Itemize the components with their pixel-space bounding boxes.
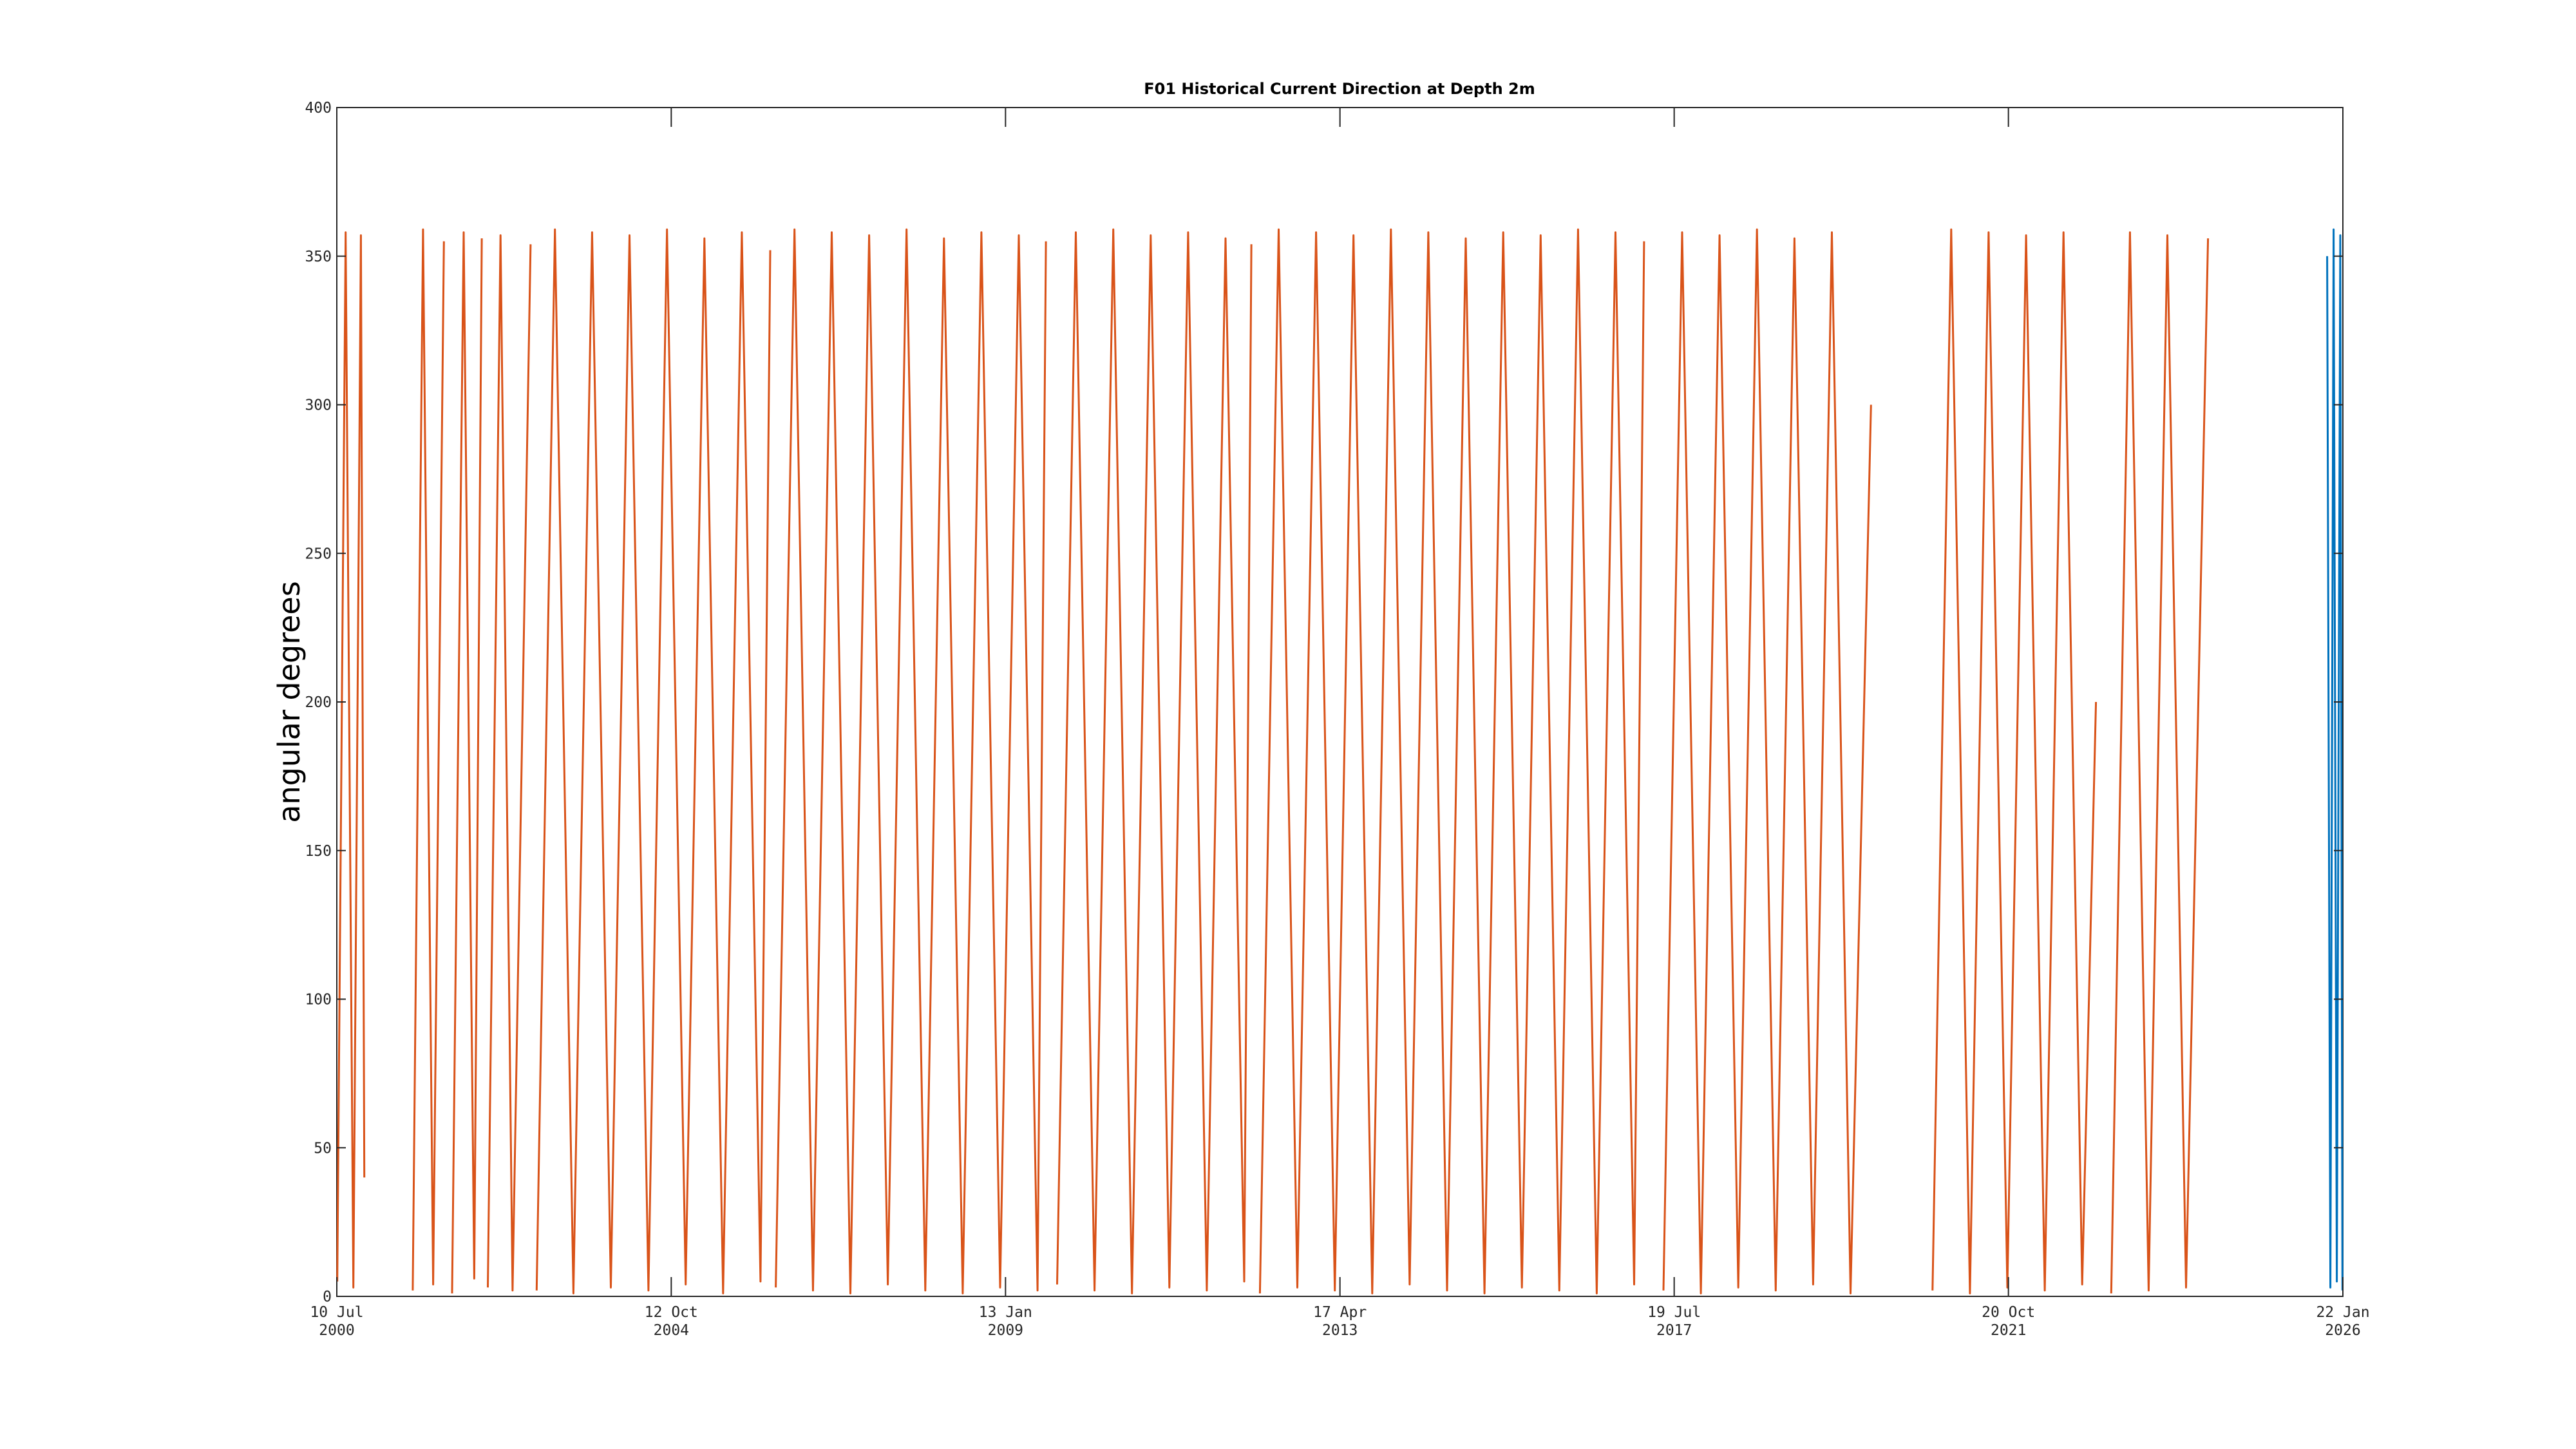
y-tick-label: 200 xyxy=(305,694,332,711)
plot-frame xyxy=(336,107,2344,1297)
x-tick-label: 10 Jul 2000 xyxy=(310,1304,363,1339)
y-axis-label: angular degrees xyxy=(272,581,307,822)
x-tick-label-line: 2009 xyxy=(988,1322,1023,1339)
x-tick-label: 19 Jul 2017 xyxy=(1647,1304,1701,1339)
data-line xyxy=(2326,228,2344,1291)
y-tick-label: 100 xyxy=(305,992,332,1009)
x-tick-label-line: 2013 xyxy=(1322,1322,1358,1339)
x-tick-label-line: 12 Oct xyxy=(645,1304,698,1321)
y-tick-label: 350 xyxy=(305,249,332,265)
y-tick-label: 400 xyxy=(305,100,332,117)
y-tick-label: 50 xyxy=(314,1140,332,1157)
x-tick-label-line: 17 Apr xyxy=(1313,1304,1367,1321)
x-tick-label-line: 2004 xyxy=(654,1322,689,1339)
data-line xyxy=(336,228,2210,1294)
x-tick-label-line: 2017 xyxy=(1656,1322,1692,1339)
x-tick-label-line: 2000 xyxy=(319,1322,354,1339)
x-tick-label: 22 Jan 2026 xyxy=(2316,1304,2369,1339)
y-tick-label: 300 xyxy=(305,397,332,414)
x-tick-label-line: 19 Jul xyxy=(1647,1304,1701,1321)
x-tick-label: 13 Jan 2009 xyxy=(979,1304,1032,1339)
x-tick-label: 12 Oct 2004 xyxy=(645,1304,698,1339)
x-tick-label-line: 13 Jan xyxy=(979,1304,1032,1321)
x-tick-label-line: 20 Oct xyxy=(1982,1304,2035,1321)
x-tick-label-line: 2026 xyxy=(2325,1322,2360,1339)
x-tick-label-line: 10 Jul xyxy=(310,1304,363,1321)
x-tick-label-line: 2021 xyxy=(1991,1322,2026,1339)
y-tick-label: 0 xyxy=(323,1289,332,1305)
x-tick-label: 20 Oct 2021 xyxy=(1982,1304,2035,1339)
x-tick-label-line: 22 Jan xyxy=(2316,1304,2369,1321)
x-tick-label: 17 Apr 2013 xyxy=(1313,1304,1367,1339)
chart-title: F01 Historical Current Direction at Dept… xyxy=(1144,80,1535,98)
y-tick-label: 250 xyxy=(305,545,332,562)
y-tick-label: 150 xyxy=(305,843,332,860)
